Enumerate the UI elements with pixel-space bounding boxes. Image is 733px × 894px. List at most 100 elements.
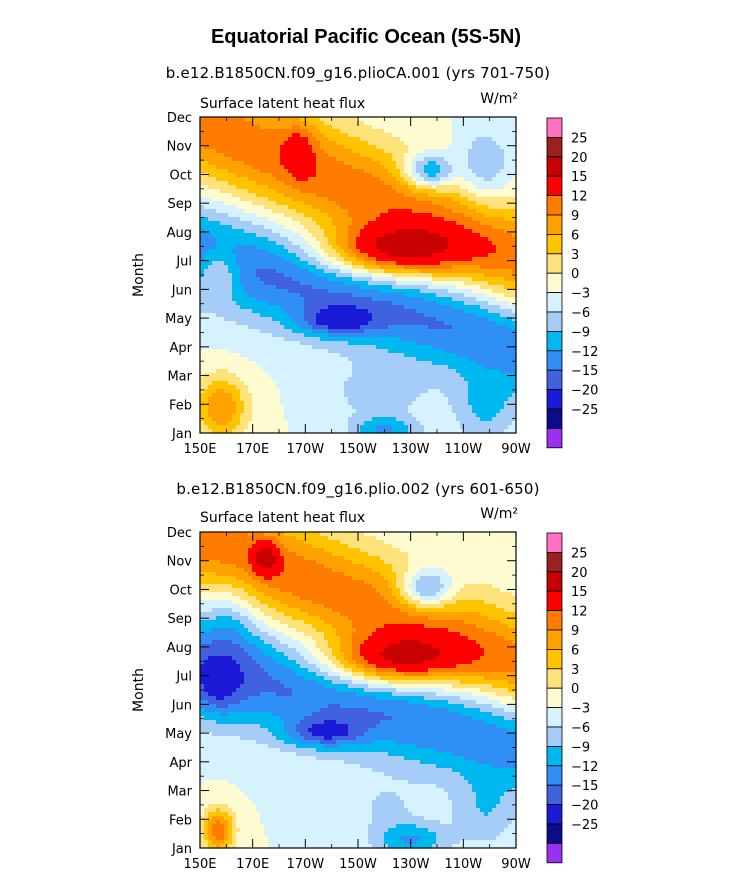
heatmap-cell [324,241,329,246]
heatmap-cell [216,305,221,310]
heatmap-cell [404,333,409,338]
heatmap-cell [468,229,473,234]
heatmap-cell [344,261,349,266]
heatmap-cell [416,293,421,298]
heatmap-cell [264,345,269,350]
heatmap-cell [440,285,445,290]
heatmap-cell [360,309,365,314]
heatmap-cell [396,253,401,258]
heatmap-cell [348,293,353,298]
heatmap-cell [244,297,249,302]
heatmap-cell [500,125,505,130]
heatmap-cell [424,249,429,254]
heatmap-cell [200,233,205,238]
heatmap-cell [332,241,337,246]
heatmap-cell [384,289,389,294]
heatmap-cell [280,289,285,294]
heatmap-cell [352,229,357,234]
heatmap-cell [300,269,305,274]
heatmap-cell [376,281,381,286]
heatmap-cell [348,305,353,310]
heatmap-cell [488,217,493,222]
heatmap-cell [264,293,269,298]
heatmap-cell [332,285,337,290]
heatmap-cell [436,361,441,366]
heatmap-cell [276,365,281,370]
heatmap-cell [344,177,349,182]
heatmap-cell [360,321,365,326]
heatmap-cell [500,305,505,310]
heatmap-cell [400,305,405,310]
heatmap-cell [480,261,485,266]
heatmap-cell [328,229,333,234]
heatmap-cell [368,361,373,366]
heatmap-cell [288,277,293,282]
heatmap-cell [460,325,465,330]
heatmap-cell [460,137,465,142]
heatmap-cell [504,137,509,142]
heatmap-cell [456,213,461,218]
heatmap-cell [268,245,273,250]
heatmap-cell [216,177,221,182]
heatmap-cell [240,185,245,190]
heatmap-cell [416,237,421,242]
heatmap-cell [324,233,329,238]
heatmap-cell [464,165,469,170]
heatmap-cell [352,305,357,310]
heatmap-cell [424,317,429,322]
heatmap-cell [316,165,321,170]
heatmap-cell [400,245,405,250]
heatmap-cell [436,141,441,146]
heatmap-cell [260,193,265,198]
heatmap-cell [400,189,405,194]
heatmap-cell [236,337,241,342]
heatmap-cell [276,209,281,214]
heatmap-cell [340,313,345,318]
heatmap-cell [348,233,353,238]
heatmap-cell [324,141,329,146]
heatmap-cell [460,265,465,270]
heatmap-cell [320,161,325,166]
heatmap-cell [476,177,481,182]
heatmap-cell [356,301,361,306]
heatmap-cell [428,261,433,266]
heatmap-cell [296,149,301,154]
heatmap-cell [396,233,401,238]
heatmap-cell [272,325,277,330]
heatmap-cell [296,185,301,190]
heatmap-cell [256,129,261,134]
heatmap-cell [416,205,421,210]
heatmap-cell [344,217,349,222]
heatmap-cell [376,341,381,346]
heatmap-cell [276,217,281,222]
heatmap-cell [324,333,329,338]
heatmap-cell [388,117,393,122]
heatmap-cell [224,313,229,318]
heatmap-cell [468,149,473,154]
heatmap-cell [312,305,317,310]
heatmap-cell [484,221,489,226]
heatmap-cell [396,209,401,214]
heatmap-cell [400,353,405,358]
heatmap-cell [412,225,417,230]
heatmap-cell [456,241,461,246]
heatmap-cell [372,217,377,222]
heatmap-cell [400,301,405,306]
heatmap-cell [304,313,309,318]
heatmap-cell [428,185,433,190]
heatmap-cell [444,173,449,178]
heatmap-cell [248,217,253,222]
heatmap-cell [500,117,505,122]
heatmap-cell [472,349,477,354]
heatmap-cell [244,213,249,218]
heatmap-cell [328,337,333,342]
heatmap-cell [476,313,481,318]
heatmap-cell [488,157,493,162]
heatmap-cell [276,141,281,146]
heatmap-cell [240,177,245,182]
heatmap-cell [200,165,205,170]
heatmap-cell [440,217,445,222]
heatmap-cell [440,269,445,274]
heatmap-cell [260,229,265,234]
heatmap-cell [324,117,329,122]
